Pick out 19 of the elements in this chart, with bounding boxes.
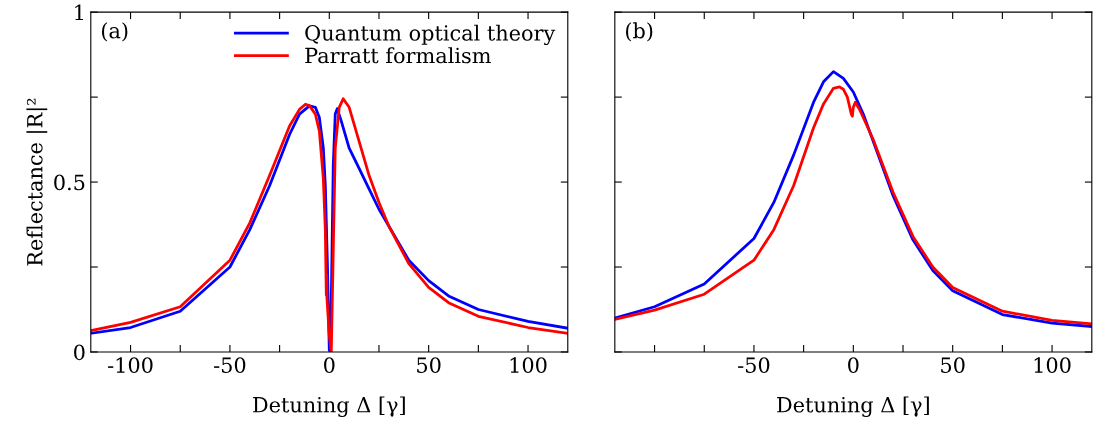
- x-tick-label: 50: [417, 357, 441, 373]
- x-tick-label: 0: [324, 357, 335, 373]
- x-tick-label: 100: [1034, 357, 1071, 373]
- legend-label: Parratt formalism: [305, 47, 491, 64]
- annotation: (b): [626, 22, 653, 42]
- annotation: (a): [101, 22, 128, 42]
- x-tick-label: 50: [941, 357, 965, 373]
- x-tick-label: -50: [214, 357, 246, 373]
- x-axis-title: Detuning Δ [γ]: [253, 396, 405, 417]
- x-tick-label: -100: [108, 357, 153, 373]
- y-tick-label: 1: [75, 4, 83, 21]
- x-axis-title: Detuning Δ [γ]: [777, 396, 929, 417]
- x-tick-label: 100: [510, 357, 547, 373]
- y-tick-label: 0.5: [54, 174, 85, 191]
- x-tick-label: 0: [848, 357, 859, 373]
- y-axis-title: Reflectance |R|²: [26, 98, 48, 266]
- x-tick-label: -50: [738, 357, 770, 373]
- y-tick-label: 0: [74, 344, 85, 361]
- legend-label: Quantum optical theory: [305, 24, 556, 46]
